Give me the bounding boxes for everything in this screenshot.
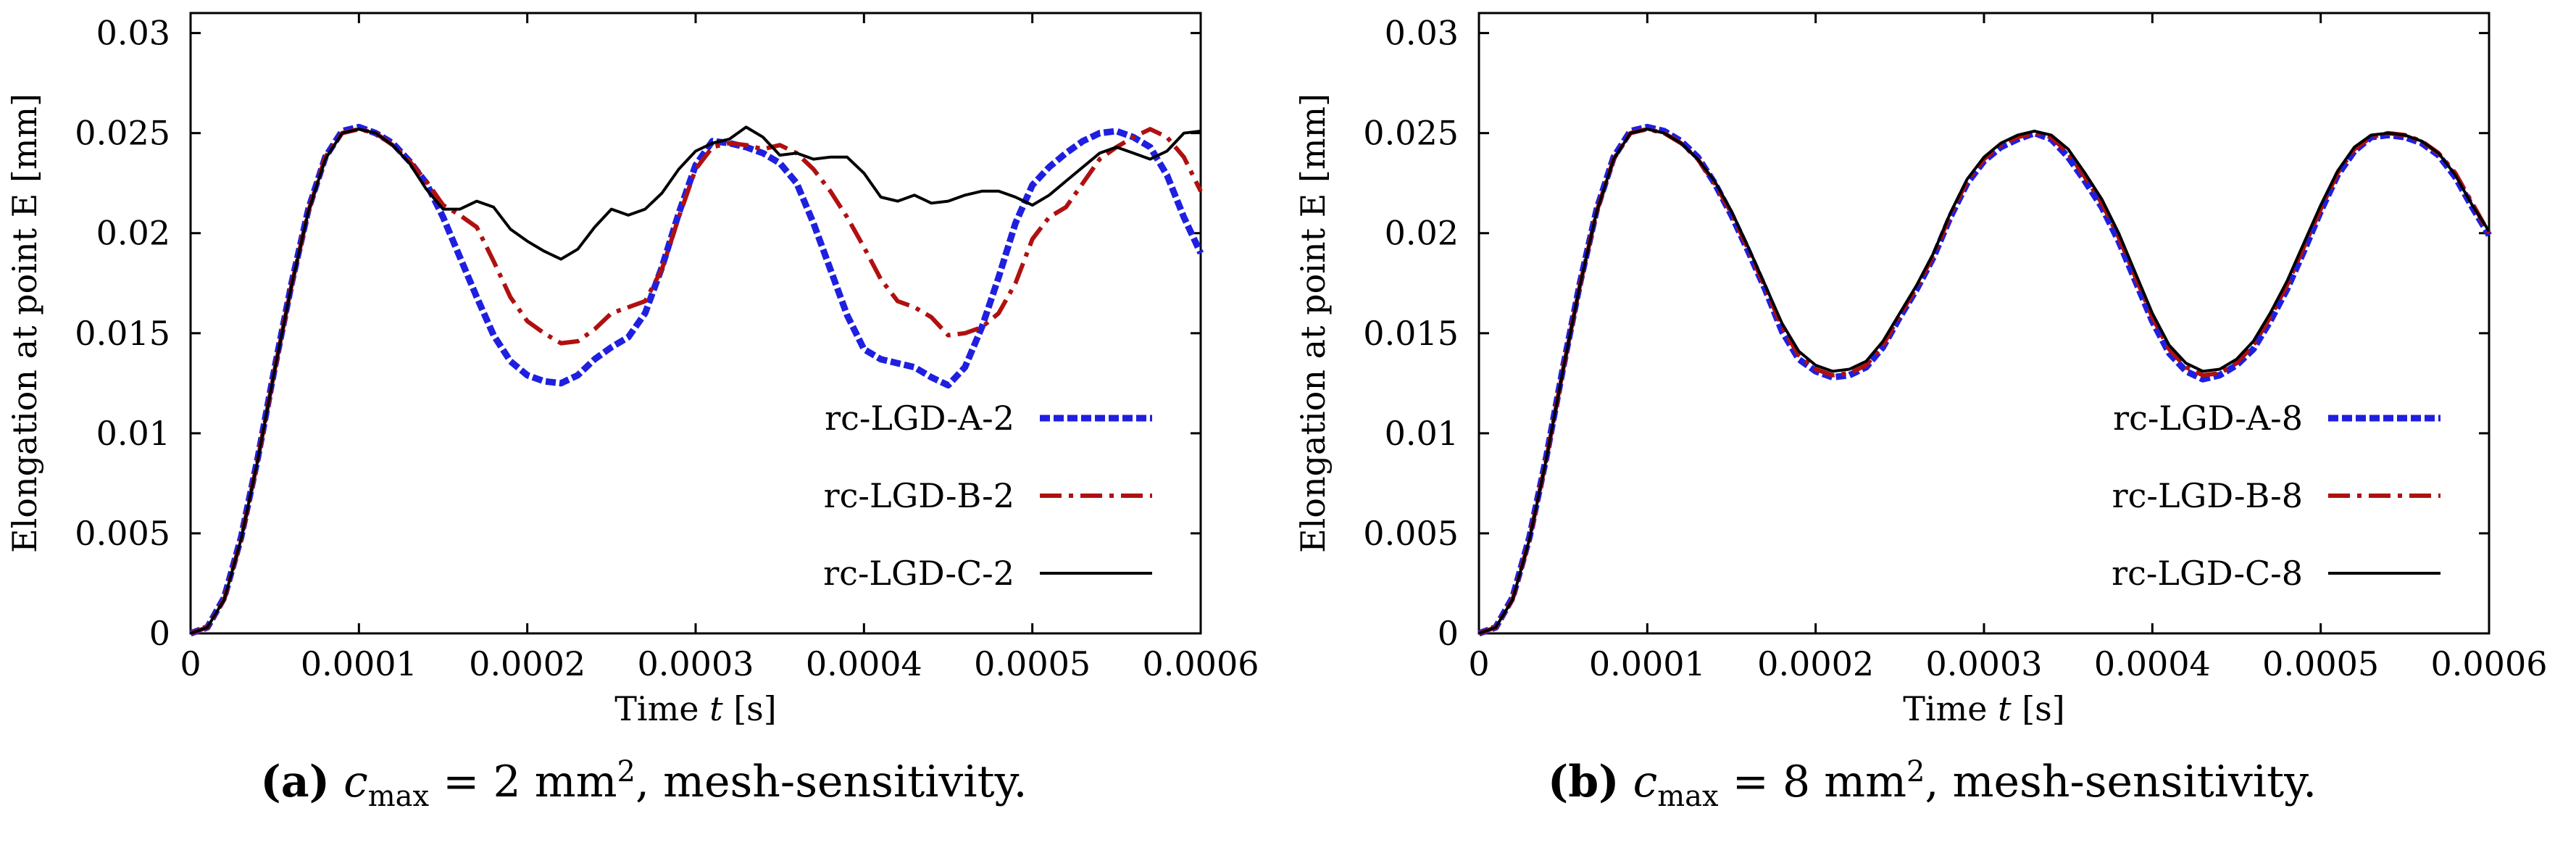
y-tick-label: 0.01 bbox=[96, 414, 170, 453]
x-tick-label: 0.0001 bbox=[1589, 644, 1706, 683]
x-axis-label-suffix: [s] bbox=[723, 689, 777, 725]
caption-subscript: max bbox=[1657, 780, 1719, 813]
x-tick-label: 0.0003 bbox=[1926, 644, 2043, 683]
x-tick-label: 0.0004 bbox=[2094, 644, 2211, 683]
caption-subscript: max bbox=[367, 780, 430, 813]
y-tick-label: 0.03 bbox=[96, 14, 170, 53]
x-axis-label-var: t bbox=[709, 689, 723, 725]
x-tick-label: 0.0004 bbox=[806, 644, 922, 683]
caption-suffix: , mesh-sensitivity. bbox=[1925, 757, 2317, 807]
x-axis-label-suffix: [s] bbox=[2012, 689, 2065, 725]
y-tick-label: 0.03 bbox=[1385, 14, 1459, 53]
y-tick-label: 0.025 bbox=[1363, 114, 1459, 153]
caption-suffix: , mesh-sensitivity. bbox=[635, 757, 1028, 807]
y-tick-label: 0.005 bbox=[75, 514, 170, 553]
caption-equation: = 8 mm bbox=[1718, 757, 1907, 807]
chart-a: 0 0.0001 0.0002 0.0003 0.0004 0.0005 0.0006 0 0.… bbox=[5, 12, 1259, 725]
x-tick-label: 0.0002 bbox=[469, 644, 585, 683]
legend-label: rc-LGD-B-8 bbox=[2112, 476, 2303, 515]
legend-label: rc-LGD-C-2 bbox=[823, 554, 1014, 593]
x-axis-label-var: t bbox=[1998, 689, 2012, 725]
y-tick-label: 0.01 bbox=[1385, 414, 1459, 453]
y-axis-label: Elongation at point E [mm] bbox=[1293, 93, 1333, 553]
y-tick-label: 0.015 bbox=[75, 314, 170, 353]
y-axis-label: Elongation at point E [mm] bbox=[5, 93, 44, 553]
series-line-rc-LGD-C-8 bbox=[1478, 128, 2490, 635]
panel-b: 0 0.0001 0.0002 0.0003 0.0004 0.0005 0.0006 0 0.… bbox=[1288, 0, 2576, 845]
caption-symbol: c bbox=[1633, 757, 1658, 807]
x-tick-label: 0 bbox=[1468, 644, 1489, 683]
plot-frame bbox=[1477, 12, 2490, 635]
series-line-rc-LGD-B-2 bbox=[189, 127, 1203, 636]
caption-b: (b) cmax = 8 mm2, mesh-sensitivity. bbox=[1288, 755, 2576, 813]
x-tick-label: 0.0003 bbox=[638, 644, 754, 683]
x-axis-label: Time t [s] bbox=[614, 689, 776, 725]
chart-b: 0 0.0001 0.0002 0.0003 0.0004 0.0005 0.0006 0 0.… bbox=[1293, 12, 2548, 725]
caption-superscript: 2 bbox=[617, 755, 635, 788]
y-tick-label: 0 bbox=[149, 614, 170, 653]
caption-equation: = 2 mm bbox=[429, 757, 617, 807]
legend-label: rc-LGD-C-8 bbox=[2112, 554, 2303, 593]
caption-superscript: 2 bbox=[1906, 755, 1925, 788]
y-tick-label: 0.02 bbox=[96, 214, 170, 253]
x-axis-label: Time t [s] bbox=[1903, 689, 2064, 725]
series-line-rc-LGD-B-8 bbox=[1477, 127, 2491, 636]
caption-symbol: c bbox=[343, 757, 368, 807]
x-tick-label: 0.0005 bbox=[974, 644, 1091, 683]
legend-label: rc-LGD-A-2 bbox=[825, 399, 1014, 438]
y-tick-label: 0.015 bbox=[1363, 314, 1459, 353]
plot-frame bbox=[189, 12, 1202, 635]
y-tick-label: 0 bbox=[1438, 614, 1459, 653]
caption-label: (b) bbox=[1547, 757, 1620, 807]
legend-label: rc-LGD-B-2 bbox=[824, 476, 1014, 515]
x-tick-label: 0 bbox=[180, 644, 201, 683]
legend-label: rc-LGD-A-8 bbox=[2113, 399, 2303, 438]
y-tick-label: 0.005 bbox=[1363, 514, 1459, 553]
panel-a: 0 0.0001 0.0002 0.0003 0.0004 0.0005 0.0006 0 0.… bbox=[0, 12, 1288, 813]
series-line-rc-LGD-C-2 bbox=[190, 125, 1201, 635]
y-tick-label: 0.02 bbox=[1385, 214, 1459, 253]
x-tick-label: 0.0002 bbox=[1757, 644, 1874, 683]
x-axis-label-prefix: Time bbox=[1903, 689, 1998, 725]
series-line-rc-LGD-A-8 bbox=[1477, 123, 2492, 637]
y-tick-label: 0.025 bbox=[75, 114, 170, 153]
caption-a: (a) cmax = 2 mm2, mesh-sensitivity. bbox=[0, 755, 1288, 813]
x-tick-label: 0.0001 bbox=[301, 644, 417, 683]
x-tick-label: 0.0005 bbox=[2262, 644, 2379, 683]
x-axis-label-prefix: Time bbox=[614, 689, 709, 725]
x-tick-label: 0.0006 bbox=[2431, 644, 2548, 683]
x-tick-label: 0.0006 bbox=[1143, 644, 1259, 683]
caption-label: (a) bbox=[260, 757, 330, 807]
series-line-rc-LGD-A-2 bbox=[189, 123, 1204, 637]
